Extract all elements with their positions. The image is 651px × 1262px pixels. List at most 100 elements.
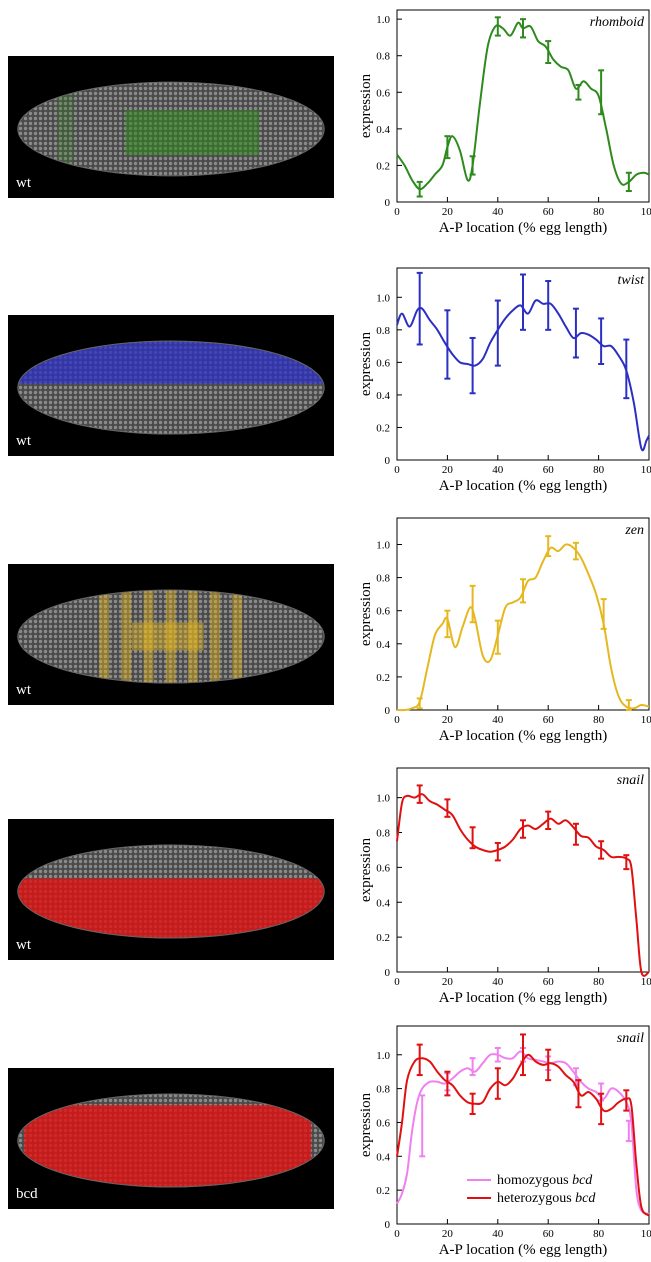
expression-domain: [131, 622, 204, 651]
legend-entry: heterozygous bcd: [497, 1191, 596, 1206]
y-tick-label: 0: [385, 455, 391, 467]
y-axis-label: expression: [358, 73, 374, 138]
series-line-2: [396, 1053, 650, 1217]
y-tick-label: 0.6: [376, 1117, 390, 1129]
embryo-image-1: wt: [8, 56, 334, 198]
x-tick-label: 0: [394, 1228, 400, 1240]
y-tick-label: 1.0: [376, 793, 390, 805]
y-tick-label: 0.8: [376, 828, 390, 840]
x-tick-label: 80: [593, 1228, 605, 1240]
expression-plot-4: 0 20 40 60 80 100 0 0.2 0.4 0.6 0.8 1.0 A-P location…: [358, 760, 651, 1010]
genotype-label: wt: [16, 433, 31, 449]
x-axis-label: A-P location (% egg length): [439, 728, 608, 744]
x-tick-label: 60: [543, 1228, 555, 1240]
y-tick-label: 0.2: [376, 1185, 390, 1197]
x-tick-label: 100: [641, 714, 651, 726]
y-tick-label: 0: [385, 197, 391, 209]
x-tick-label: 20: [442, 1228, 454, 1240]
x-tick-label: 40: [492, 464, 504, 476]
plot-frame: [396, 517, 650, 711]
x-axis-label: A-P location (% egg length): [439, 1242, 608, 1258]
genotype-label: wt: [16, 682, 31, 698]
x-tick-label: 0: [394, 714, 400, 726]
y-tick-label: 0: [385, 967, 391, 979]
gene-title: rhomboid: [590, 15, 645, 30]
gene-title: snail: [617, 773, 644, 788]
expression-plot-3: 0 20 40 60 80 100 0 0.2 0.4 0.6 0.8 1.0 A-P location…: [358, 510, 651, 748]
x-tick-label: 20: [442, 464, 454, 476]
embryo-image-5: bcd: [8, 1068, 334, 1209]
y-tick-label: 0.2: [376, 160, 390, 172]
y-tick-label: 1.0: [376, 1050, 390, 1062]
y-tick-label: 0.4: [376, 639, 390, 651]
expression-stripe: [210, 589, 220, 684]
x-tick-label: 60: [543, 464, 555, 476]
expression-plot-2: 0 20 40 60 80 100 0 0.2 0.4 0.6 0.8 1.0 A-P location…: [358, 260, 651, 498]
x-tick-label: 0: [394, 464, 400, 476]
expression-plot-1: 0 20 40 60 80 100 0 0.2 0.4 0.6 0.8 1.0 A-P location…: [358, 2, 651, 240]
x-tick-label: 60: [543, 976, 555, 988]
embryo-image-2: wt: [8, 315, 334, 456]
expression-domain: [17, 340, 325, 384]
x-tick-label: 40: [492, 976, 504, 988]
x-tick-label: 40: [492, 714, 504, 726]
y-tick-label: 0.8: [376, 325, 390, 337]
y-tick-label: 0.2: [376, 422, 390, 434]
plot-svg: 0 20 40 60 80 100 0 0.2 0.4 0.6 0.8 1.0 A-P location…: [358, 767, 651, 1006]
expression-plot-5: 0 20 40 60 80 100 0 0.2 0.4 0.6 0.8 1.0 A-P location…: [358, 1018, 651, 1262]
x-tick-label: 20: [442, 976, 454, 988]
plot-frame: [396, 767, 650, 973]
y-tick-label: 0.6: [376, 357, 390, 369]
y-tick-label: 0.8: [376, 573, 390, 585]
y-tick-label: 0.4: [376, 124, 390, 136]
expression-stripe: [99, 589, 110, 684]
series-line-1: [396, 21, 650, 191]
expression-domain: [56, 82, 74, 176]
plot-frame: [396, 267, 650, 461]
embryo-image-4: wt: [8, 819, 334, 960]
plot-svg: 0 20 40 60 80 100 0 0.2 0.4 0.6 0.8 1.0 A-P location…: [358, 1025, 651, 1258]
genotype-label: wt: [16, 175, 31, 191]
expression-stripe: [121, 589, 132, 684]
plot-svg: 0 20 40 60 80 100 0 0.2 0.4 0.6 0.8 1.0 A-P location…: [358, 9, 651, 236]
x-tick-label: 20: [442, 206, 454, 218]
y-tick-label: 0.8: [376, 1084, 390, 1096]
embryo-svg: [17, 340, 325, 435]
x-tick-label: 100: [641, 206, 651, 218]
y-tick-label: 0.8: [376, 51, 390, 63]
gene-title: twist: [618, 273, 646, 288]
series-line-1: [396, 1050, 650, 1215]
y-tick-label: 0: [385, 705, 391, 717]
embryo-svg: [17, 844, 325, 939]
embryo-image-3: wt: [8, 564, 334, 705]
y-tick-label: 0.4: [376, 897, 390, 909]
x-tick-label: 80: [593, 206, 605, 218]
y-tick-label: 1.0: [376, 14, 390, 26]
series-line-1: [396, 299, 650, 452]
y-axis-label: expression: [358, 1092, 374, 1157]
genotype-label: bcd: [16, 1186, 38, 1202]
expression-stripe: [143, 589, 154, 684]
embryo-body: [17, 589, 325, 684]
y-tick-label: 0.2: [376, 672, 390, 684]
y-axis-label: expression: [358, 837, 374, 902]
x-tick-label: 80: [593, 714, 605, 726]
x-tick-label: 80: [593, 464, 605, 476]
x-tick-label: 60: [543, 206, 555, 218]
embryo-svg: [17, 1093, 325, 1188]
y-tick-label: 0.2: [376, 932, 390, 944]
expression-domain: [125, 110, 260, 156]
x-tick-label: 0: [394, 206, 400, 218]
expression-stripe: [232, 589, 243, 684]
x-axis-label: A-P location (% egg length): [439, 220, 608, 236]
x-tick-label: 100: [641, 976, 651, 988]
plot-svg: 0 20 40 60 80 100 0 0.2 0.4 0.6 0.8 1.0 A-P location…: [358, 517, 651, 744]
y-axis-label: expression: [358, 331, 374, 396]
y-tick-label: 0.6: [376, 87, 390, 99]
y-tick-label: 1.0: [376, 539, 390, 551]
x-tick-label: 40: [492, 1228, 504, 1240]
plot-frame: [396, 1025, 650, 1225]
legend-entry: homozygous bcd: [497, 1173, 593, 1188]
y-tick-label: 0: [385, 1219, 391, 1231]
y-tick-label: 0.6: [376, 862, 390, 874]
